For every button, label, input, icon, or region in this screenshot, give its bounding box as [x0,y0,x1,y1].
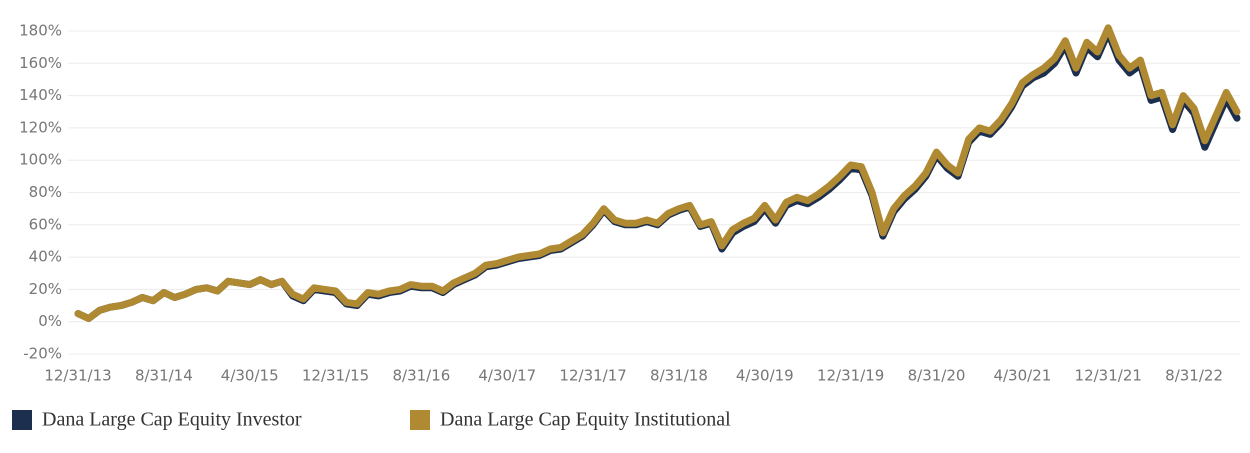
x-tick-label: 8/31/22 [1165,367,1223,385]
y-tick-label: 140% [19,86,62,104]
x-tick-label: 4/30/19 [736,367,794,385]
legend-label: Dana Large Cap Equity Institutional [440,409,731,431]
y-tick-label: 100% [19,151,62,169]
series-line [74,29,1241,322]
y-tick-label: 60% [29,215,62,233]
x-tick-label: 12/31/19 [817,367,884,385]
y-tick-label: 0% [38,312,62,330]
x-tick-label: 8/31/18 [650,367,708,385]
y-tick-label: 80% [29,183,62,201]
x-tick-label: 8/31/16 [392,367,450,385]
y-tick-label: 40% [29,248,62,266]
legend-swatch [410,410,430,430]
legend-swatch [12,410,32,430]
legend-label: Dana Large Cap Equity Investor [42,409,302,431]
y-tick-label: -20% [23,345,62,363]
y-tick-label: 120% [19,118,62,136]
x-tick-label: 12/31/13 [44,367,111,385]
x-tick-label: 4/30/17 [478,367,536,385]
y-tick-label: 180% [19,22,62,40]
x-tick-label: 4/30/15 [221,367,279,385]
x-tick-label: 12/31/21 [1075,367,1142,385]
series-line [74,24,1241,322]
y-tick-label: 160% [19,54,62,72]
x-tick-label: 12/31/17 [559,367,626,385]
x-tick-label: 8/31/20 [908,367,966,385]
x-tick-label: 12/31/15 [302,367,369,385]
x-tick-label: 4/30/21 [993,367,1051,385]
y-tick-label: 20% [29,280,62,298]
x-tick-label: 8/31/14 [135,367,193,385]
